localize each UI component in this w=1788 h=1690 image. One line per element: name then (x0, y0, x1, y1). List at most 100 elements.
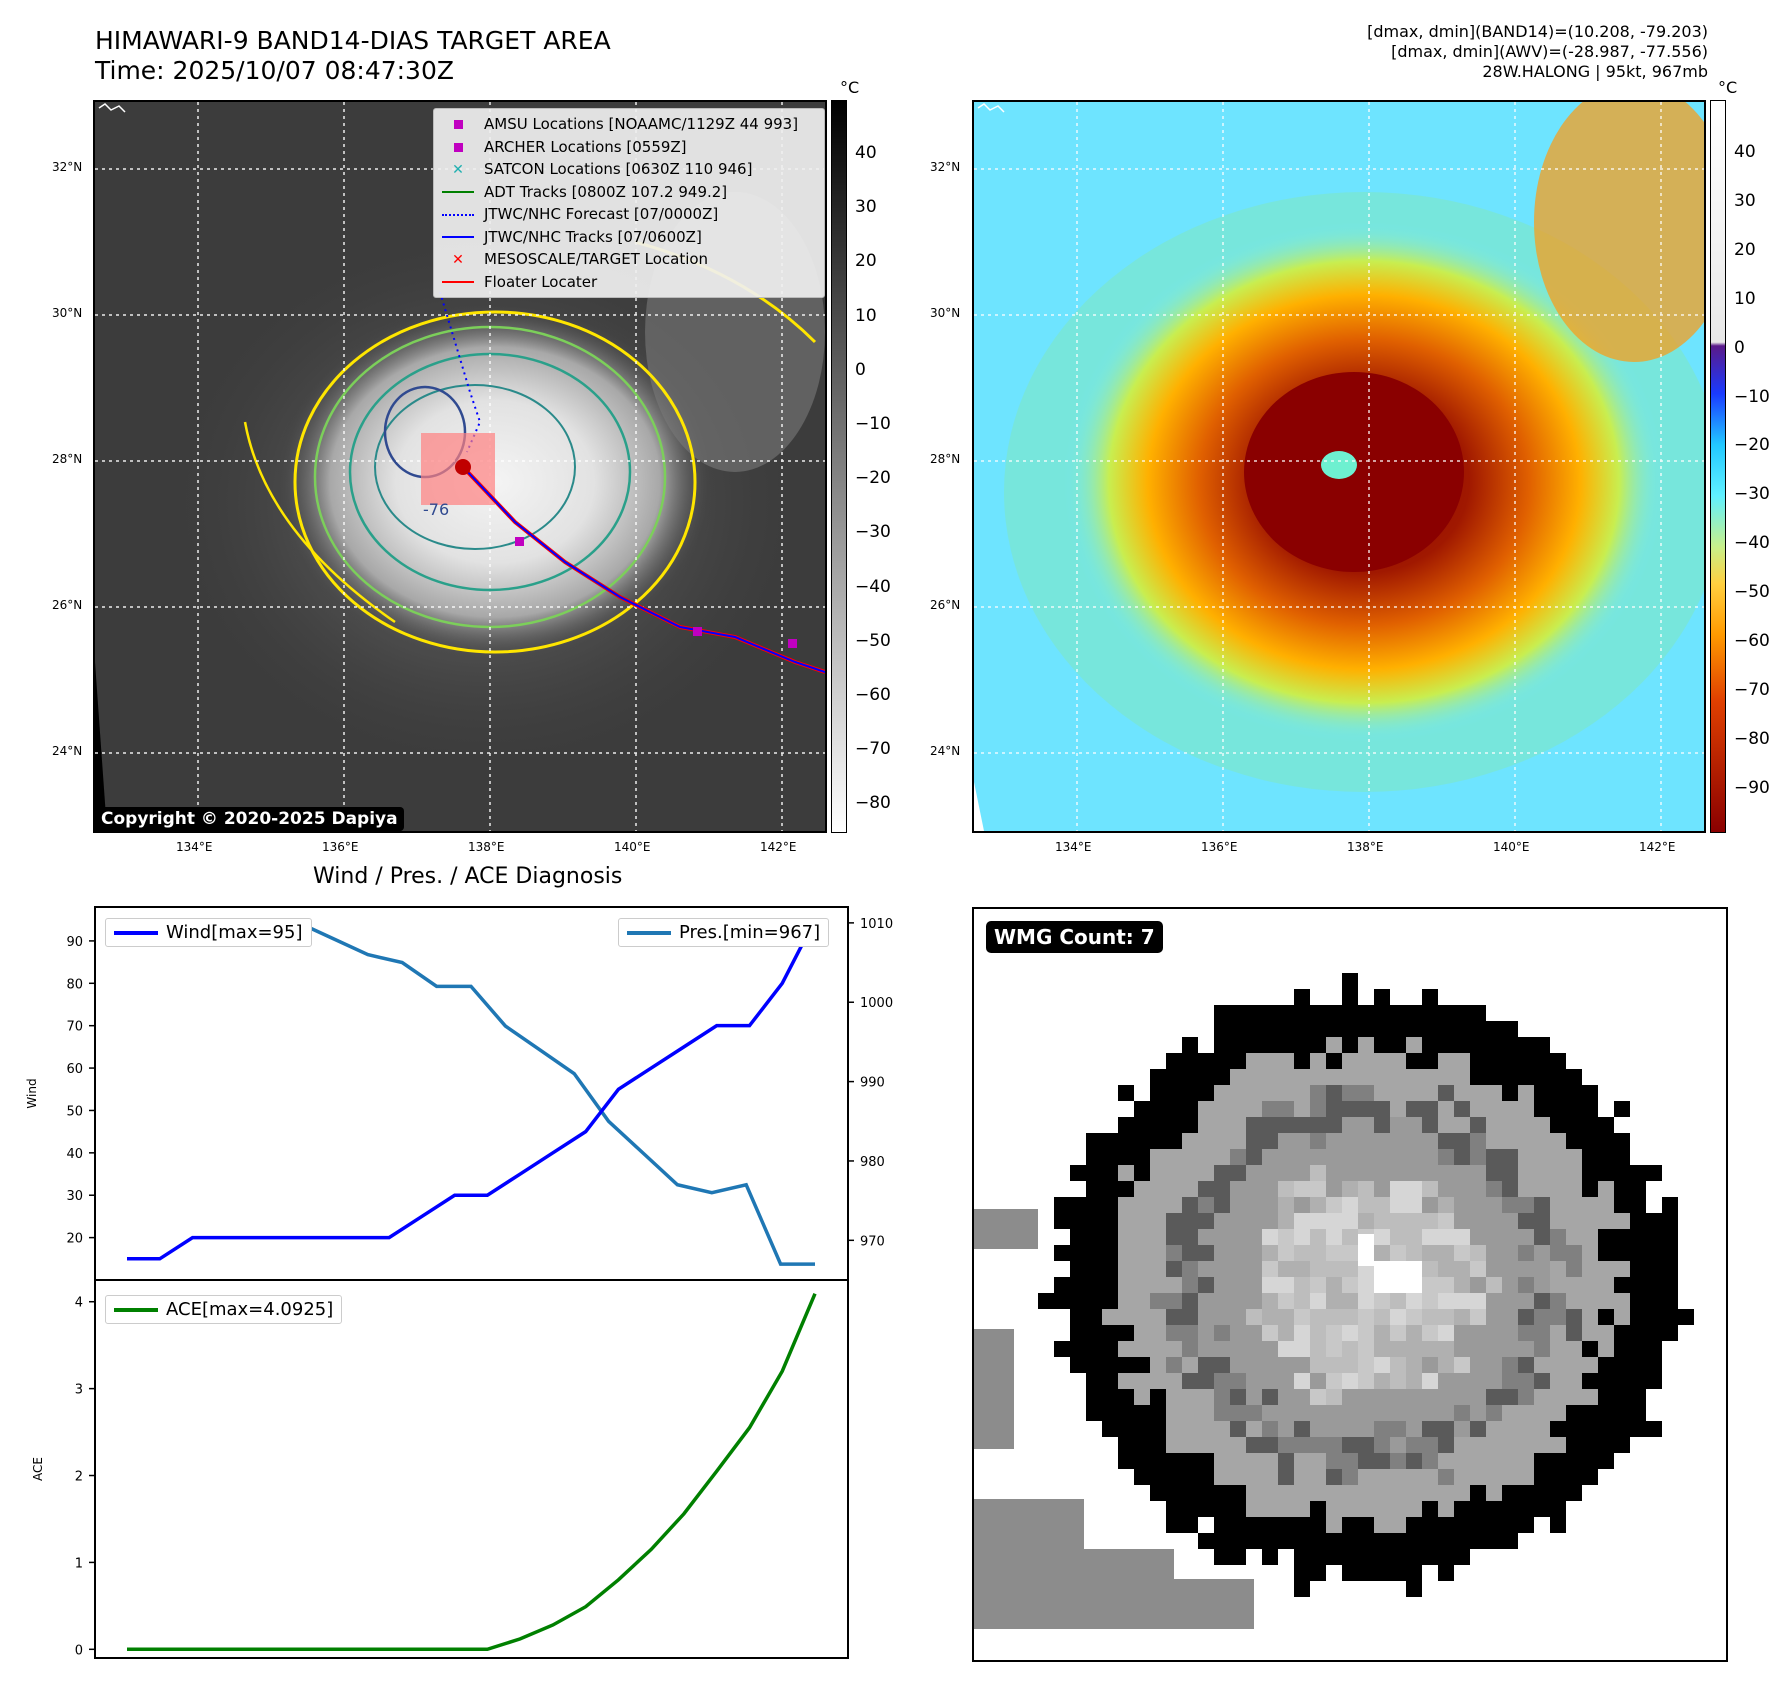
wmg-cell (1486, 1293, 1502, 1309)
wmg-cell (1166, 1373, 1182, 1389)
wmg-cell (1086, 1229, 1102, 1245)
wmg-cell (1102, 1421, 1118, 1437)
wmg-cell (1310, 1037, 1326, 1053)
wmg-cell (1566, 1293, 1582, 1309)
wmg-cell (1182, 1229, 1198, 1245)
wmg-cell (1214, 1229, 1230, 1245)
wmg-cell (1262, 1357, 1278, 1373)
wmg-cell (1214, 1021, 1230, 1037)
colorbar-tick-label: 10 (1734, 288, 1756, 309)
wmg-count-badge: WMG Count: 7 (986, 921, 1163, 953)
wmg-cell (1550, 1149, 1566, 1165)
wmg-cell (1278, 1325, 1294, 1341)
wmg-cell (1326, 1389, 1342, 1405)
wmg-cell (1502, 1037, 1518, 1053)
wmg-cell (1502, 1261, 1518, 1277)
wmg-cell (1390, 1181, 1406, 1197)
colorbar-tick-label: 0 (855, 359, 866, 380)
wmg-cell (1550, 1245, 1566, 1261)
wmg-cell (1582, 1229, 1598, 1245)
wmg-cell (1118, 1277, 1134, 1293)
wmg-cell (1342, 1325, 1358, 1341)
wmg-cell (1278, 1165, 1294, 1181)
wmg-cell (1534, 1453, 1550, 1469)
wmg-cell (1566, 1437, 1582, 1453)
wmg-cell (1614, 1245, 1630, 1261)
wmg-cell (1518, 1517, 1534, 1533)
wmg-cell (1646, 1261, 1662, 1277)
wmg-cell (1102, 1213, 1118, 1229)
wmg-cell (1278, 1005, 1294, 1021)
wmg-cell (1438, 1357, 1454, 1373)
wmg-cell (1582, 1373, 1598, 1389)
wmg-cell (1534, 1421, 1550, 1437)
legend-label: JTWC/NHC Forecast [07/0000Z] (484, 205, 719, 224)
pressure-ytick-label: 1010 (860, 917, 893, 932)
wmg-cell (1198, 1533, 1214, 1549)
wmg-cell (1278, 1533, 1294, 1549)
wmg-cell (1630, 1357, 1646, 1373)
wmg-cell (1358, 1501, 1374, 1517)
wmg-cell (1134, 1325, 1150, 1341)
wmg-cell (1326, 1517, 1342, 1533)
wmg-cell (1470, 1389, 1486, 1405)
wmg-cell (1390, 1325, 1406, 1341)
wmg-cell (1614, 1325, 1630, 1341)
wmg-cell (1198, 1213, 1214, 1229)
wmg-cell (1086, 1405, 1102, 1421)
wmg-cell (1646, 1309, 1662, 1325)
colorbar-tick-label: 10 (855, 305, 877, 326)
wmg-cell (1390, 1213, 1406, 1229)
wmg-cell (1502, 1165, 1518, 1181)
wmg-cell (1390, 1085, 1406, 1101)
wmg-cell (1630, 1389, 1646, 1405)
wmg-cell (1182, 1325, 1198, 1341)
wmg-cell (1486, 1533, 1502, 1549)
wmg-cell (1294, 1293, 1310, 1309)
latitude-label: 28°N (52, 452, 83, 466)
wmg-cell (1614, 1133, 1630, 1149)
awv-range: [dmax, dmin](AWV)=(-28.987, -77.556) (1391, 42, 1708, 61)
wmg-cell (1278, 1021, 1294, 1037)
wmg-cell (1534, 1357, 1550, 1373)
wmg-cell (1582, 1245, 1598, 1261)
wmg-cell (1182, 1293, 1198, 1309)
wmg-cell (1134, 1181, 1150, 1197)
wmg-cell (1598, 1133, 1614, 1149)
ace-ytick-label: 1 (75, 1556, 83, 1571)
wmg-cell (1198, 1101, 1214, 1117)
wmg-cell (1374, 1117, 1390, 1133)
wmg-cell (1182, 1453, 1198, 1469)
wmg-cell (1342, 1293, 1358, 1309)
wmg-cell (1390, 1309, 1406, 1325)
wmg-cell (1374, 1357, 1390, 1373)
wmg-cell (1374, 1453, 1390, 1469)
wmg-cell (1134, 1405, 1150, 1421)
wmg-cell (1150, 1341, 1166, 1357)
wmg-cell (1422, 1341, 1438, 1357)
wmg-cell (1534, 1405, 1550, 1421)
wmg-cell (1278, 1213, 1294, 1229)
wmg-cell (1310, 1517, 1326, 1533)
wmg-cell (1502, 1437, 1518, 1453)
wmg-cell (1342, 1181, 1358, 1197)
wmg-cell (1150, 1277, 1166, 1293)
wmg-cell (1470, 1021, 1486, 1037)
wmg-cell (1566, 1133, 1582, 1149)
wmg-cell (1150, 1245, 1166, 1261)
left-lat-axis: 32°N 30°N 28°N 26°N 24°N (40, 100, 90, 833)
wmg-cell (1422, 1197, 1438, 1213)
wmg-cell (1134, 1341, 1150, 1357)
wmg-cell (1198, 1053, 1214, 1069)
wmg-cell (1374, 1421, 1390, 1437)
wmg-cell (1166, 1053, 1182, 1069)
wmg-cell (1550, 1261, 1566, 1277)
wmg-cell (1454, 1405, 1470, 1421)
wmg-cell (1342, 1005, 1358, 1021)
wmg-cell (1614, 1389, 1630, 1405)
wmg-cell (1310, 1197, 1326, 1213)
map-legend-item: Floater Locater (440, 271, 818, 294)
wmg-cell (1518, 1373, 1534, 1389)
wmg-cell (1262, 1197, 1278, 1213)
right-lon-axis: 134°E 136°E 138°E 140°E 142°E (972, 838, 1706, 858)
